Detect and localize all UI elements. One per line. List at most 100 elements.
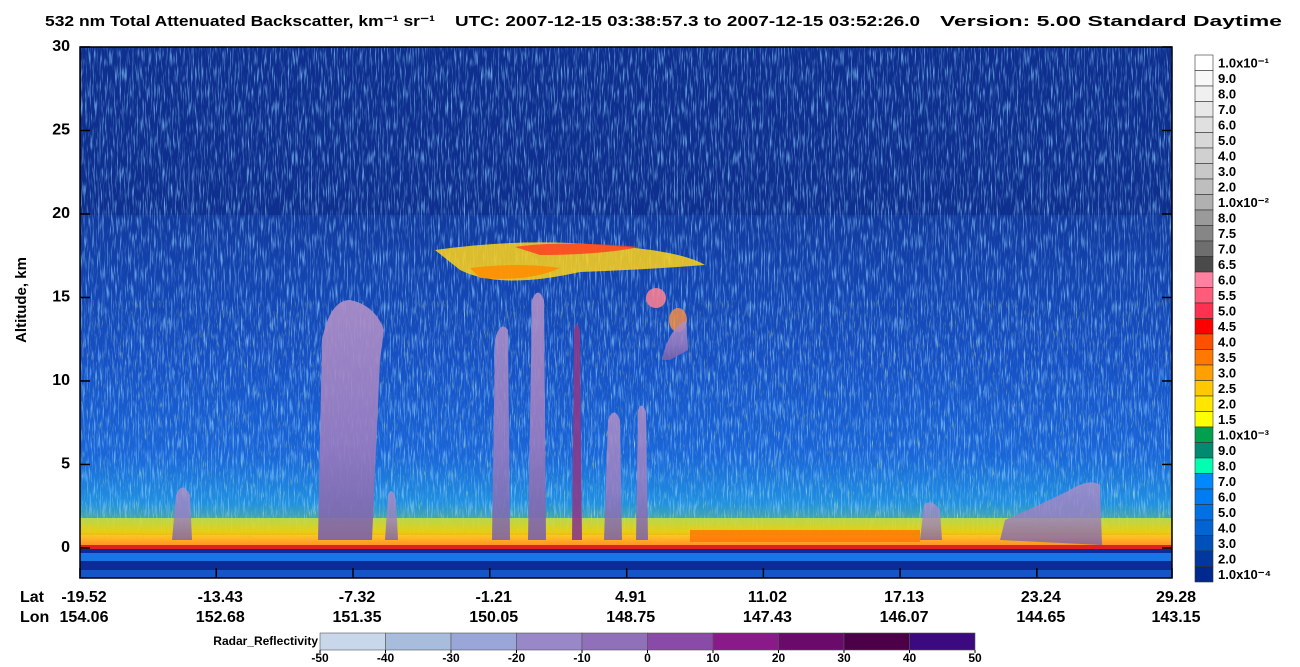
colorbar-swatch (1194, 442, 1214, 459)
colorbar-swatch (1194, 225, 1214, 242)
radar-swatch (450, 632, 517, 651)
colorbar-swatch (1194, 488, 1214, 505)
backscatter-image (80, 47, 1172, 578)
colorbar-swatch (1194, 132, 1214, 149)
colorbar-swatch (1194, 333, 1214, 350)
colorbar-label: 9.0 (1218, 443, 1236, 458)
colorbar-swatch (1194, 101, 1214, 118)
lat-label: 4.91 (615, 589, 646, 606)
colorbar-swatch (1194, 550, 1214, 567)
radar-swatch (909, 632, 976, 651)
colorbar-swatch (1194, 426, 1214, 443)
radar-swatch (778, 632, 845, 651)
y-tick-label: 15 (52, 289, 70, 306)
colorbar-label: 8.0 (1218, 210, 1236, 225)
lat-label: 11.02 (748, 589, 787, 606)
colorbar-label: 6.5 (1218, 257, 1236, 272)
lat-label: -1.21 (475, 589, 512, 606)
colorbar-swatch (1194, 302, 1214, 319)
radar-swatch (385, 632, 452, 651)
radar-tick-label: 40 (903, 651, 917, 665)
colorbar-swatch (1194, 209, 1214, 226)
colorbar-label: 7.0 (1218, 102, 1236, 117)
colorbar-swatch (1194, 349, 1214, 366)
x-row-label: Lon (20, 609, 49, 626)
lon-label: 150.05 (469, 609, 518, 626)
radar-tick-label: -40 (377, 651, 395, 665)
colorbar-label: 2.0 (1218, 396, 1236, 411)
colorbar-swatch (1194, 504, 1214, 521)
y-tick-label: 20 (52, 205, 70, 222)
y-tick-label: 25 (52, 122, 70, 139)
lon-label: 151.35 (333, 609, 382, 626)
radar-swatch (843, 632, 910, 651)
colorbar-swatch (1194, 566, 1214, 583)
colorbar-label: 3.5 (1218, 350, 1236, 365)
lon-label: 154.06 (60, 609, 109, 626)
colorbar-swatch (1194, 535, 1214, 552)
colorbar-label: 3.0 (1218, 164, 1236, 179)
colorbar-label: 2.0 (1218, 551, 1236, 566)
colorbar-label: 6.0 (1218, 272, 1236, 287)
colorbar-swatch (1194, 364, 1214, 381)
colorbar-label: 1.5 (1218, 412, 1236, 427)
radar-tick-label: 20 (772, 651, 786, 665)
x-row-label: Lat (20, 589, 45, 606)
colorbar-label: 8.0 (1218, 458, 1236, 473)
radar-tick-label: -10 (573, 651, 591, 665)
lon-label: 144.65 (1016, 609, 1065, 626)
colorbar-label: 4.0 (1218, 148, 1236, 163)
colorbar-label: 7.0 (1218, 474, 1236, 489)
radar-tick-label: 30 (837, 651, 851, 665)
colorbar-label: 1.0x10⁻⁴ (1218, 567, 1271, 582)
lon-label: 146.07 (880, 609, 929, 626)
colorbar-swatch (1194, 163, 1214, 180)
colorbar-label: 6.0 (1218, 489, 1236, 504)
colorbar-swatch (1194, 380, 1214, 397)
lon-label: 147.43 (743, 609, 792, 626)
y-tick-label: 0 (61, 539, 70, 556)
lon-label: 152.68 (196, 609, 245, 626)
colorbar-swatch (1194, 178, 1214, 195)
radar-tick-label: 0 (644, 651, 651, 665)
radar-tick-label: -20 (508, 651, 526, 665)
colorbar-label: 5.5 (1218, 288, 1236, 303)
colorbar-swatch (1194, 411, 1214, 428)
radar-label: Radar_Reflectivity (213, 634, 318, 648)
colorbar-swatch (1194, 54, 1214, 71)
radar-swatch (319, 632, 386, 651)
colorbar-label: 5.0 (1218, 133, 1236, 148)
lat-label: -19.52 (61, 589, 106, 606)
colorbar-swatch (1194, 473, 1214, 490)
colorbar-swatch (1194, 116, 1214, 133)
colorbar-swatch (1194, 256, 1214, 273)
colorbar-label: 2.5 (1218, 381, 1236, 396)
radar-swatch (581, 632, 648, 651)
colorbar-swatch (1194, 395, 1214, 412)
colorbar-label: 3.0 (1218, 536, 1236, 551)
lat-label: 23.24 (1021, 589, 1061, 606)
radar-tick-label: 50 (968, 651, 982, 665)
lat-label: 17.13 (884, 589, 924, 606)
radar-tick-label: -50 (311, 651, 329, 665)
lat-label: -13.43 (198, 589, 243, 606)
colorbar-label: 1.0x10⁻² (1218, 195, 1270, 210)
colorbar-label: 7.0 (1218, 241, 1236, 256)
lat-label: 29.28 (1156, 589, 1196, 606)
colorbar-swatch (1194, 287, 1214, 304)
colorbar-swatch (1194, 457, 1214, 474)
radar-swatch (516, 632, 583, 651)
colorbar-label: 4.0 (1218, 520, 1236, 535)
lat-label: -7.32 (339, 589, 376, 606)
radar-swatch (712, 632, 779, 651)
colorbar-swatch (1194, 240, 1214, 257)
y-axis-label: Altitude, km (13, 257, 30, 343)
colorbar-label: 8.0 (1218, 86, 1236, 101)
colorbar-label: 6.0 (1218, 117, 1236, 132)
radar-tick-label: 10 (706, 651, 720, 665)
radar-tick-label: -30 (442, 651, 460, 665)
colorbar-label: 5.0 (1218, 505, 1236, 520)
colorbar-label: 4.5 (1218, 319, 1236, 334)
colorbar-label: 5.0 (1218, 303, 1236, 318)
